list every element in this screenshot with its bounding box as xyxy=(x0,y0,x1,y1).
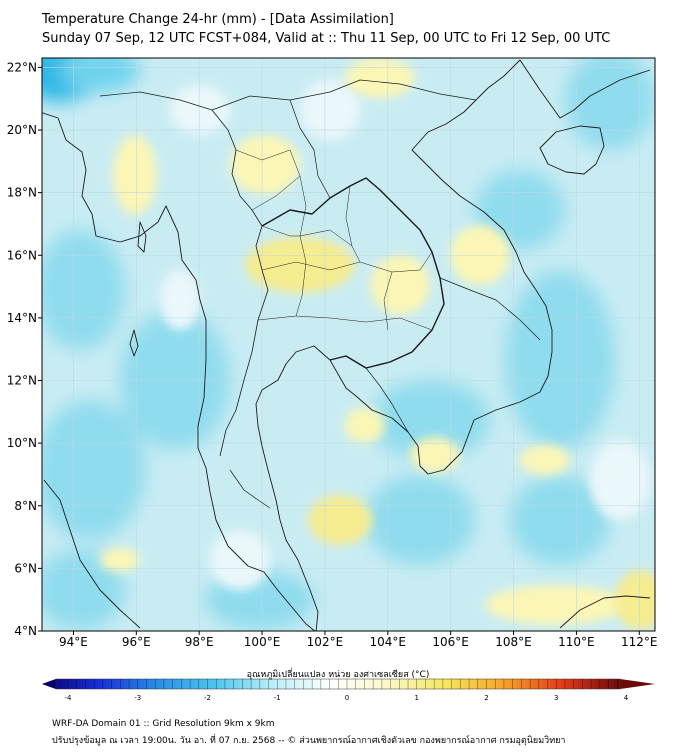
colorbar-tick-label: 1 xyxy=(415,694,419,702)
colorbar-title: อุณหภูมิเปลี่ยนแปลง หน่วย องศาเซลเซียส (… xyxy=(246,670,430,680)
lat-label: 20°N xyxy=(7,123,37,137)
colorbar-tick-label: 4 xyxy=(624,694,629,702)
lon-label: 98°E xyxy=(185,635,214,649)
map-subtitle: Sunday 07 Sep, 12 UTC FCST+084, Valid at… xyxy=(42,31,611,46)
lat-label: 8°N xyxy=(14,499,37,513)
lon-label: 104°E xyxy=(370,635,407,649)
lat-label: 16°N xyxy=(7,248,37,262)
footer-model-info: WRF-DA Domain 01 :: Grid Resolution 9km … xyxy=(52,719,275,729)
lat-label: 4°N xyxy=(14,624,37,638)
lat-label: 22°N xyxy=(7,60,37,74)
longitude-axis: 94°E 96°E 98°E 100°E 102°E 104°E 106°E 108°E 110… xyxy=(59,631,658,649)
lon-label: 110°E xyxy=(558,635,595,649)
lon-label: 102°E xyxy=(307,635,344,649)
colorbar-tick-label: -3 xyxy=(134,694,141,702)
lat-label: 14°N xyxy=(7,311,37,325)
colorbar-tick-label: 3 xyxy=(554,694,558,702)
lat-lon-gridlines xyxy=(42,58,655,631)
footer-credit: ปรับปรุงข้อมูล ณ เวลา 19:00น. วัน อา. ที… xyxy=(52,736,566,746)
colorbar-tick-label: -4 xyxy=(65,694,73,702)
lat-label: 10°N xyxy=(7,436,37,450)
lon-label: 96°E xyxy=(122,635,151,649)
colorbar: -4 -3 -2 -1 0 1 2 3 4 xyxy=(42,678,655,702)
colorbar-right-arrow xyxy=(620,679,655,689)
colorbar-tick-label: 2 xyxy=(484,694,488,702)
lon-label: 108°E xyxy=(495,635,532,649)
lon-label: 100°E xyxy=(244,635,281,649)
colorbar-tick-label: 0 xyxy=(345,694,349,702)
coastlines-and-borders xyxy=(42,59,651,631)
map-frame xyxy=(41,57,656,632)
lat-label: 12°N xyxy=(7,374,37,388)
lon-label: 106°E xyxy=(432,635,469,649)
temperature-field xyxy=(42,58,655,631)
lat-label: 18°N xyxy=(7,186,37,200)
lon-label: 94°E xyxy=(59,635,88,649)
lon-label: 112°E xyxy=(621,635,658,649)
map-title: Temperature Change 24-hr (mm) - [Data As… xyxy=(42,12,394,27)
latitude-axis: 22°N 20°N 18°N 16°N 14°N 12°N 10°N 8°N 6°N 4°N xyxy=(7,60,42,638)
lat-label: 6°N xyxy=(14,561,37,575)
colorbar-tick-label: -1 xyxy=(274,694,281,702)
colorbar-tick-label: -2 xyxy=(204,694,211,702)
colorbar-left-arrow xyxy=(42,679,56,689)
